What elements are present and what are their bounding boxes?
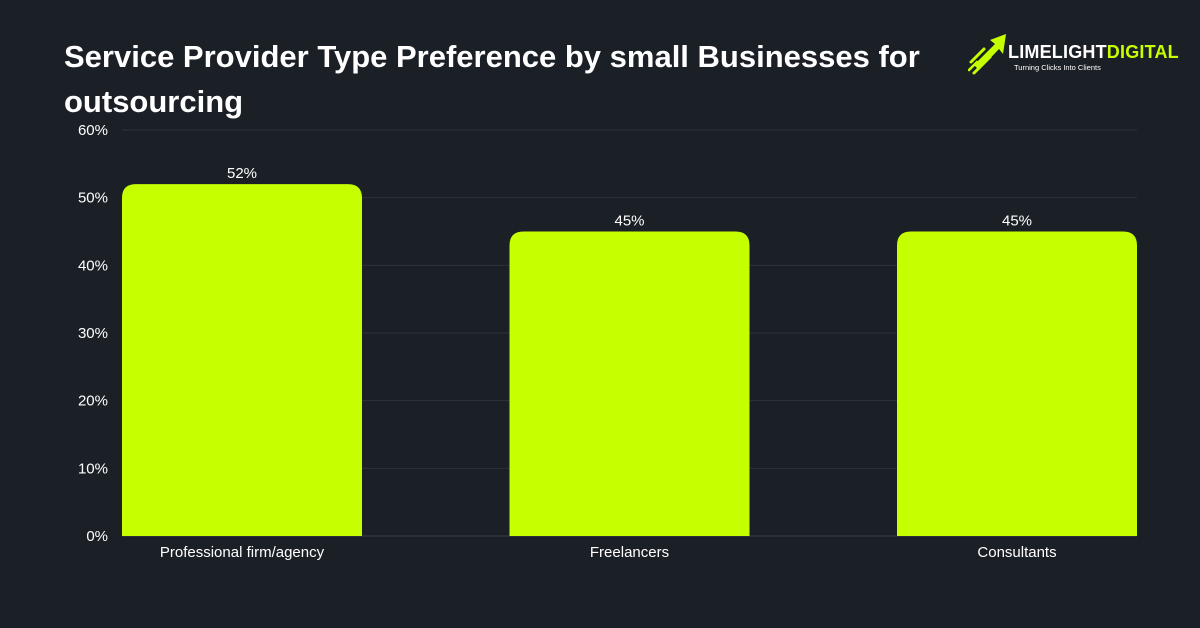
bar <box>122 184 362 536</box>
y-tick-label: 20% <box>78 393 108 410</box>
y-tick-label: 30% <box>78 325 108 342</box>
y-tick-label: 0% <box>86 528 108 545</box>
rocket-arrow-icon <box>968 34 1006 75</box>
chart-title: Service Provider Type Preference by smal… <box>64 39 920 119</box>
category-label: Consultants <box>977 544 1056 561</box>
y-tick-label: 40% <box>78 257 108 274</box>
y-tick-label: 10% <box>78 460 108 477</box>
category-label: Professional firm/agency <box>160 544 325 561</box>
brand-tagline: Turning Clicks Into Clients <box>1014 63 1101 72</box>
bar <box>897 231 1137 536</box>
brand-logo: LIMELIGHTDIGITAL Turning Clicks Into Cli… <box>968 30 1179 78</box>
category-label: Freelancers <box>590 544 669 561</box>
data-label: 45% <box>614 213 644 230</box>
brand-name: LIMELIGHTDIGITAL <box>1008 42 1179 63</box>
data-label: 52% <box>227 165 257 182</box>
y-axis-ticks: 0% 10% 20% 30% 40% 50% 60% <box>78 122 108 545</box>
brand-name-part2: DIGITAL <box>1106 42 1179 62</box>
y-tick-label: 50% <box>78 190 108 207</box>
y-tick-label: 60% <box>78 122 108 139</box>
bars <box>122 184 1137 536</box>
bar <box>509 231 750 536</box>
brand-name-part1: LIMELIGHT <box>1008 42 1107 62</box>
data-labels: 52% 45% 45% <box>227 165 1032 229</box>
data-label: 45% <box>1002 213 1032 230</box>
category-labels: Professional firm/agency Freelancers Consu… <box>160 544 1057 561</box>
